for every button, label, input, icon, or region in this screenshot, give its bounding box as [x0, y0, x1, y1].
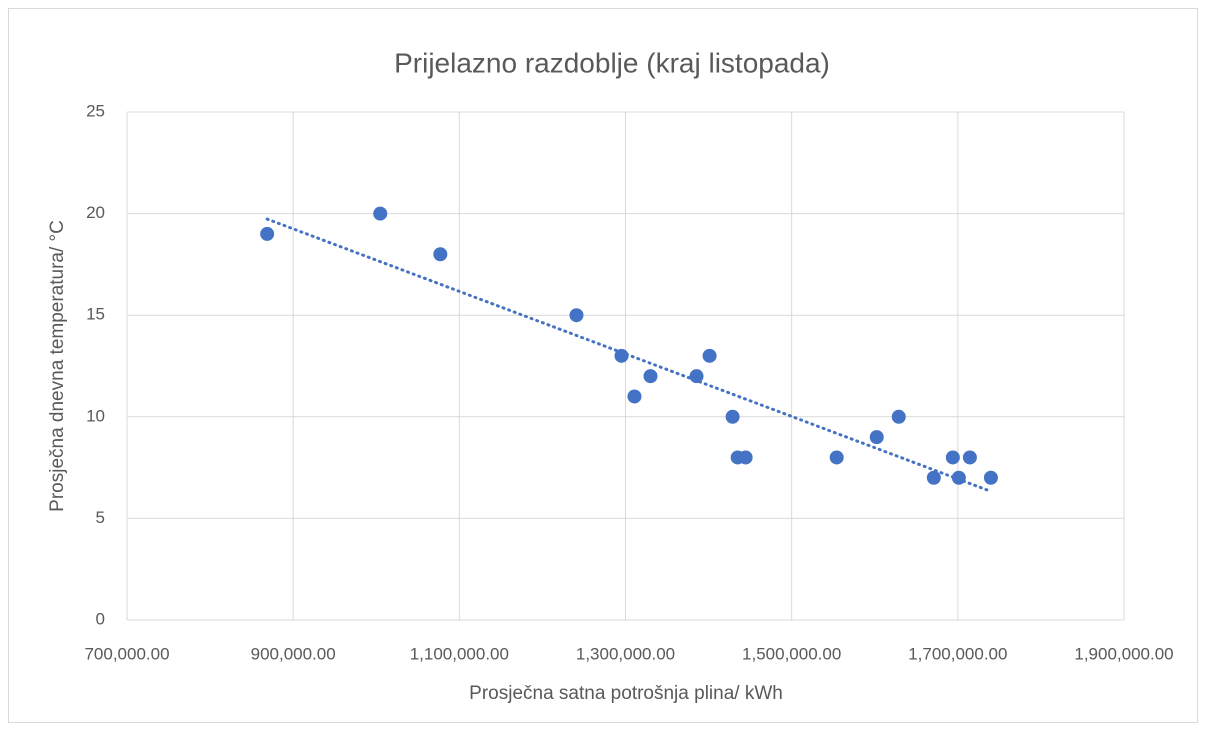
point [702, 348, 717, 363]
y-tick-label: 5 [96, 508, 105, 527]
y-axis-label: Prosječna dnevna temperatura/ °C [47, 220, 68, 512]
x-tick-label: 700,000.00 [84, 644, 169, 663]
x-tick-label: 1,300,000.00 [576, 644, 675, 663]
y-tick-label: 10 [86, 406, 105, 425]
point [627, 389, 642, 404]
point [614, 348, 629, 363]
point [891, 409, 906, 424]
chart-title: Prijelazno razdoblje (kraj listopada) [394, 47, 830, 78]
point [260, 226, 275, 241]
point [983, 470, 998, 485]
point [926, 470, 941, 485]
point [738, 450, 753, 465]
x-tick-label: 1,500,000.00 [742, 644, 841, 663]
y-tick-label: 20 [86, 203, 105, 222]
y-tick-label: 15 [86, 305, 105, 324]
x-tick-label: 900,000.00 [251, 644, 336, 663]
point [373, 206, 388, 221]
x-tick-label: 1,900,000.00 [1074, 644, 1173, 663]
point [689, 369, 704, 384]
point [829, 450, 844, 465]
trendline [265, 217, 993, 493]
point [962, 450, 977, 465]
x-axis-label: Prosječna satna potrošnja plina/ kWh [469, 683, 783, 704]
point [569, 308, 584, 323]
x-tick-label: 1,700,000.00 [908, 644, 1007, 663]
y-tick-label: 0 [96, 609, 105, 628]
x-tick-label: 1,100,000.00 [410, 644, 509, 663]
point [433, 247, 448, 262]
point [945, 450, 960, 465]
y-tick-label: 25 [86, 101, 105, 120]
point [869, 430, 884, 445]
point [951, 470, 966, 485]
chart-frame [8, 8, 1198, 723]
point [725, 409, 740, 424]
point [643, 369, 658, 384]
